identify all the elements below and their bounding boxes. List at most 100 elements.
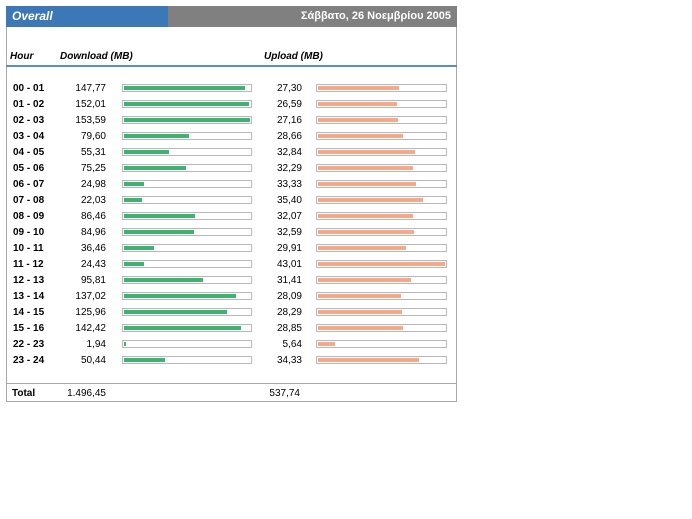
download-bar-track	[122, 356, 252, 364]
table-row: 14 - 15 125,96 28,29	[6, 305, 457, 321]
upload-bar	[318, 262, 445, 266]
download-bar	[124, 358, 165, 362]
upload-bar	[318, 342, 335, 346]
table-row: 07 - 08 22,03 35,40	[6, 193, 457, 209]
upload-value: 32,29	[276, 163, 302, 174]
upload-value: 31,41	[276, 275, 302, 286]
table-row: 10 - 11 36,46 29,91	[6, 241, 457, 257]
hour-label: 02 - 03	[13, 115, 45, 126]
upload-bar	[318, 214, 413, 218]
download-bar-track	[122, 292, 252, 300]
download-bar	[124, 310, 227, 314]
upload-bar	[318, 166, 413, 170]
upload-bar-track	[316, 212, 447, 220]
upload-bar	[318, 182, 416, 186]
download-value: 152,01	[75, 99, 106, 110]
download-value: 86,46	[80, 211, 106, 222]
download-bar	[124, 230, 194, 234]
upload-bar	[318, 86, 399, 90]
download-bar	[124, 182, 144, 186]
table-row: 01 - 02 152,01 26,59	[6, 97, 457, 113]
download-bar-track	[122, 308, 252, 316]
upload-bar-track	[316, 308, 447, 316]
upload-value: 32,07	[276, 211, 302, 222]
upload-bar-track	[316, 84, 447, 92]
upload-bar-track	[316, 292, 447, 300]
download-value: 153,59	[75, 115, 106, 126]
hour-label: 13 - 14	[13, 291, 45, 302]
total-upload-value: 537,74	[269, 388, 300, 399]
upload-bar-track	[316, 228, 447, 236]
download-bar	[124, 198, 142, 202]
hour-label: 11 - 12	[13, 259, 44, 270]
upload-bar-track	[316, 116, 447, 124]
download-value: 50,44	[80, 355, 106, 366]
upload-value: 28,29	[276, 307, 302, 318]
hour-label: 14 - 15	[13, 307, 45, 318]
download-value: 1,94	[86, 339, 106, 350]
upload-value: 28,09	[276, 291, 302, 302]
upload-bar	[318, 198, 423, 202]
download-bar	[124, 326, 241, 330]
total-label: Total	[12, 388, 36, 399]
download-value: 24,98	[80, 179, 106, 190]
upload-bar	[318, 150, 415, 154]
hour-label: 10 - 11	[13, 243, 44, 254]
hour-label: 15 - 16	[13, 323, 45, 334]
table-row: 02 - 03 153,59 27,16	[6, 113, 457, 129]
table-row: 12 - 13 95,81 31,41	[6, 273, 457, 289]
download-value: 147,77	[75, 83, 106, 94]
upload-bar-track	[316, 324, 447, 332]
upload-bar-track	[316, 260, 447, 268]
download-value: 36,46	[80, 243, 106, 254]
header-divider	[6, 65, 457, 67]
table-row: 04 - 05 55,31 32,84	[6, 145, 457, 161]
download-bar-track	[122, 260, 252, 268]
download-bar	[124, 166, 186, 170]
download-bar-track	[122, 244, 252, 252]
hour-label: 08 - 09	[13, 211, 45, 222]
upload-bar	[318, 118, 398, 122]
download-bar	[124, 118, 250, 122]
upload-bar-track	[316, 340, 447, 348]
hour-label: 07 - 08	[13, 195, 45, 206]
upload-bar	[318, 246, 406, 250]
hour-label: 06 - 07	[13, 179, 45, 190]
upload-value: 26,59	[276, 99, 302, 110]
upload-value: 29,91	[276, 243, 302, 254]
download-bar	[124, 214, 195, 218]
upload-bar	[318, 326, 403, 330]
download-value: 142,42	[75, 323, 106, 334]
table-row: 06 - 07 24,98 33,33	[6, 177, 457, 193]
download-value: 125,96	[75, 307, 106, 318]
upload-bar	[318, 294, 401, 298]
download-bar	[124, 150, 169, 154]
upload-value: 27,16	[276, 115, 302, 126]
total-divider	[6, 383, 457, 384]
download-value: 137,02	[75, 291, 106, 302]
table-row: 00 - 01 147,77 27,30	[6, 81, 457, 97]
table-row: 03 - 04 79,60 28,66	[6, 129, 457, 145]
download-bar	[124, 342, 126, 346]
hour-label: 03 - 04	[13, 131, 45, 142]
download-bar-track	[122, 100, 252, 108]
table-row: 15 - 16 142,42 28,85	[6, 321, 457, 337]
upload-bar-track	[316, 244, 447, 252]
upload-value: 34,33	[276, 355, 302, 366]
download-value: 84,96	[80, 227, 106, 238]
table-row: 23 - 24 50,44 34,33	[6, 353, 457, 369]
download-bar-track	[122, 180, 252, 188]
total-download-value: 1.496,45	[67, 388, 106, 399]
hour-label: 23 - 24	[13, 355, 45, 366]
download-bar-track	[122, 340, 252, 348]
upload-column-header: Upload (MB)	[264, 51, 323, 62]
download-bar-track	[122, 276, 252, 284]
upload-bar	[318, 278, 411, 282]
download-bar	[124, 262, 144, 266]
table-row: 22 - 23 1,94 5,64	[6, 337, 457, 353]
download-bar-track	[122, 164, 252, 172]
download-bar	[124, 278, 203, 282]
upload-bar-track	[316, 132, 447, 140]
hour-label: 00 - 01	[13, 83, 45, 94]
upload-bar-track	[316, 180, 447, 188]
